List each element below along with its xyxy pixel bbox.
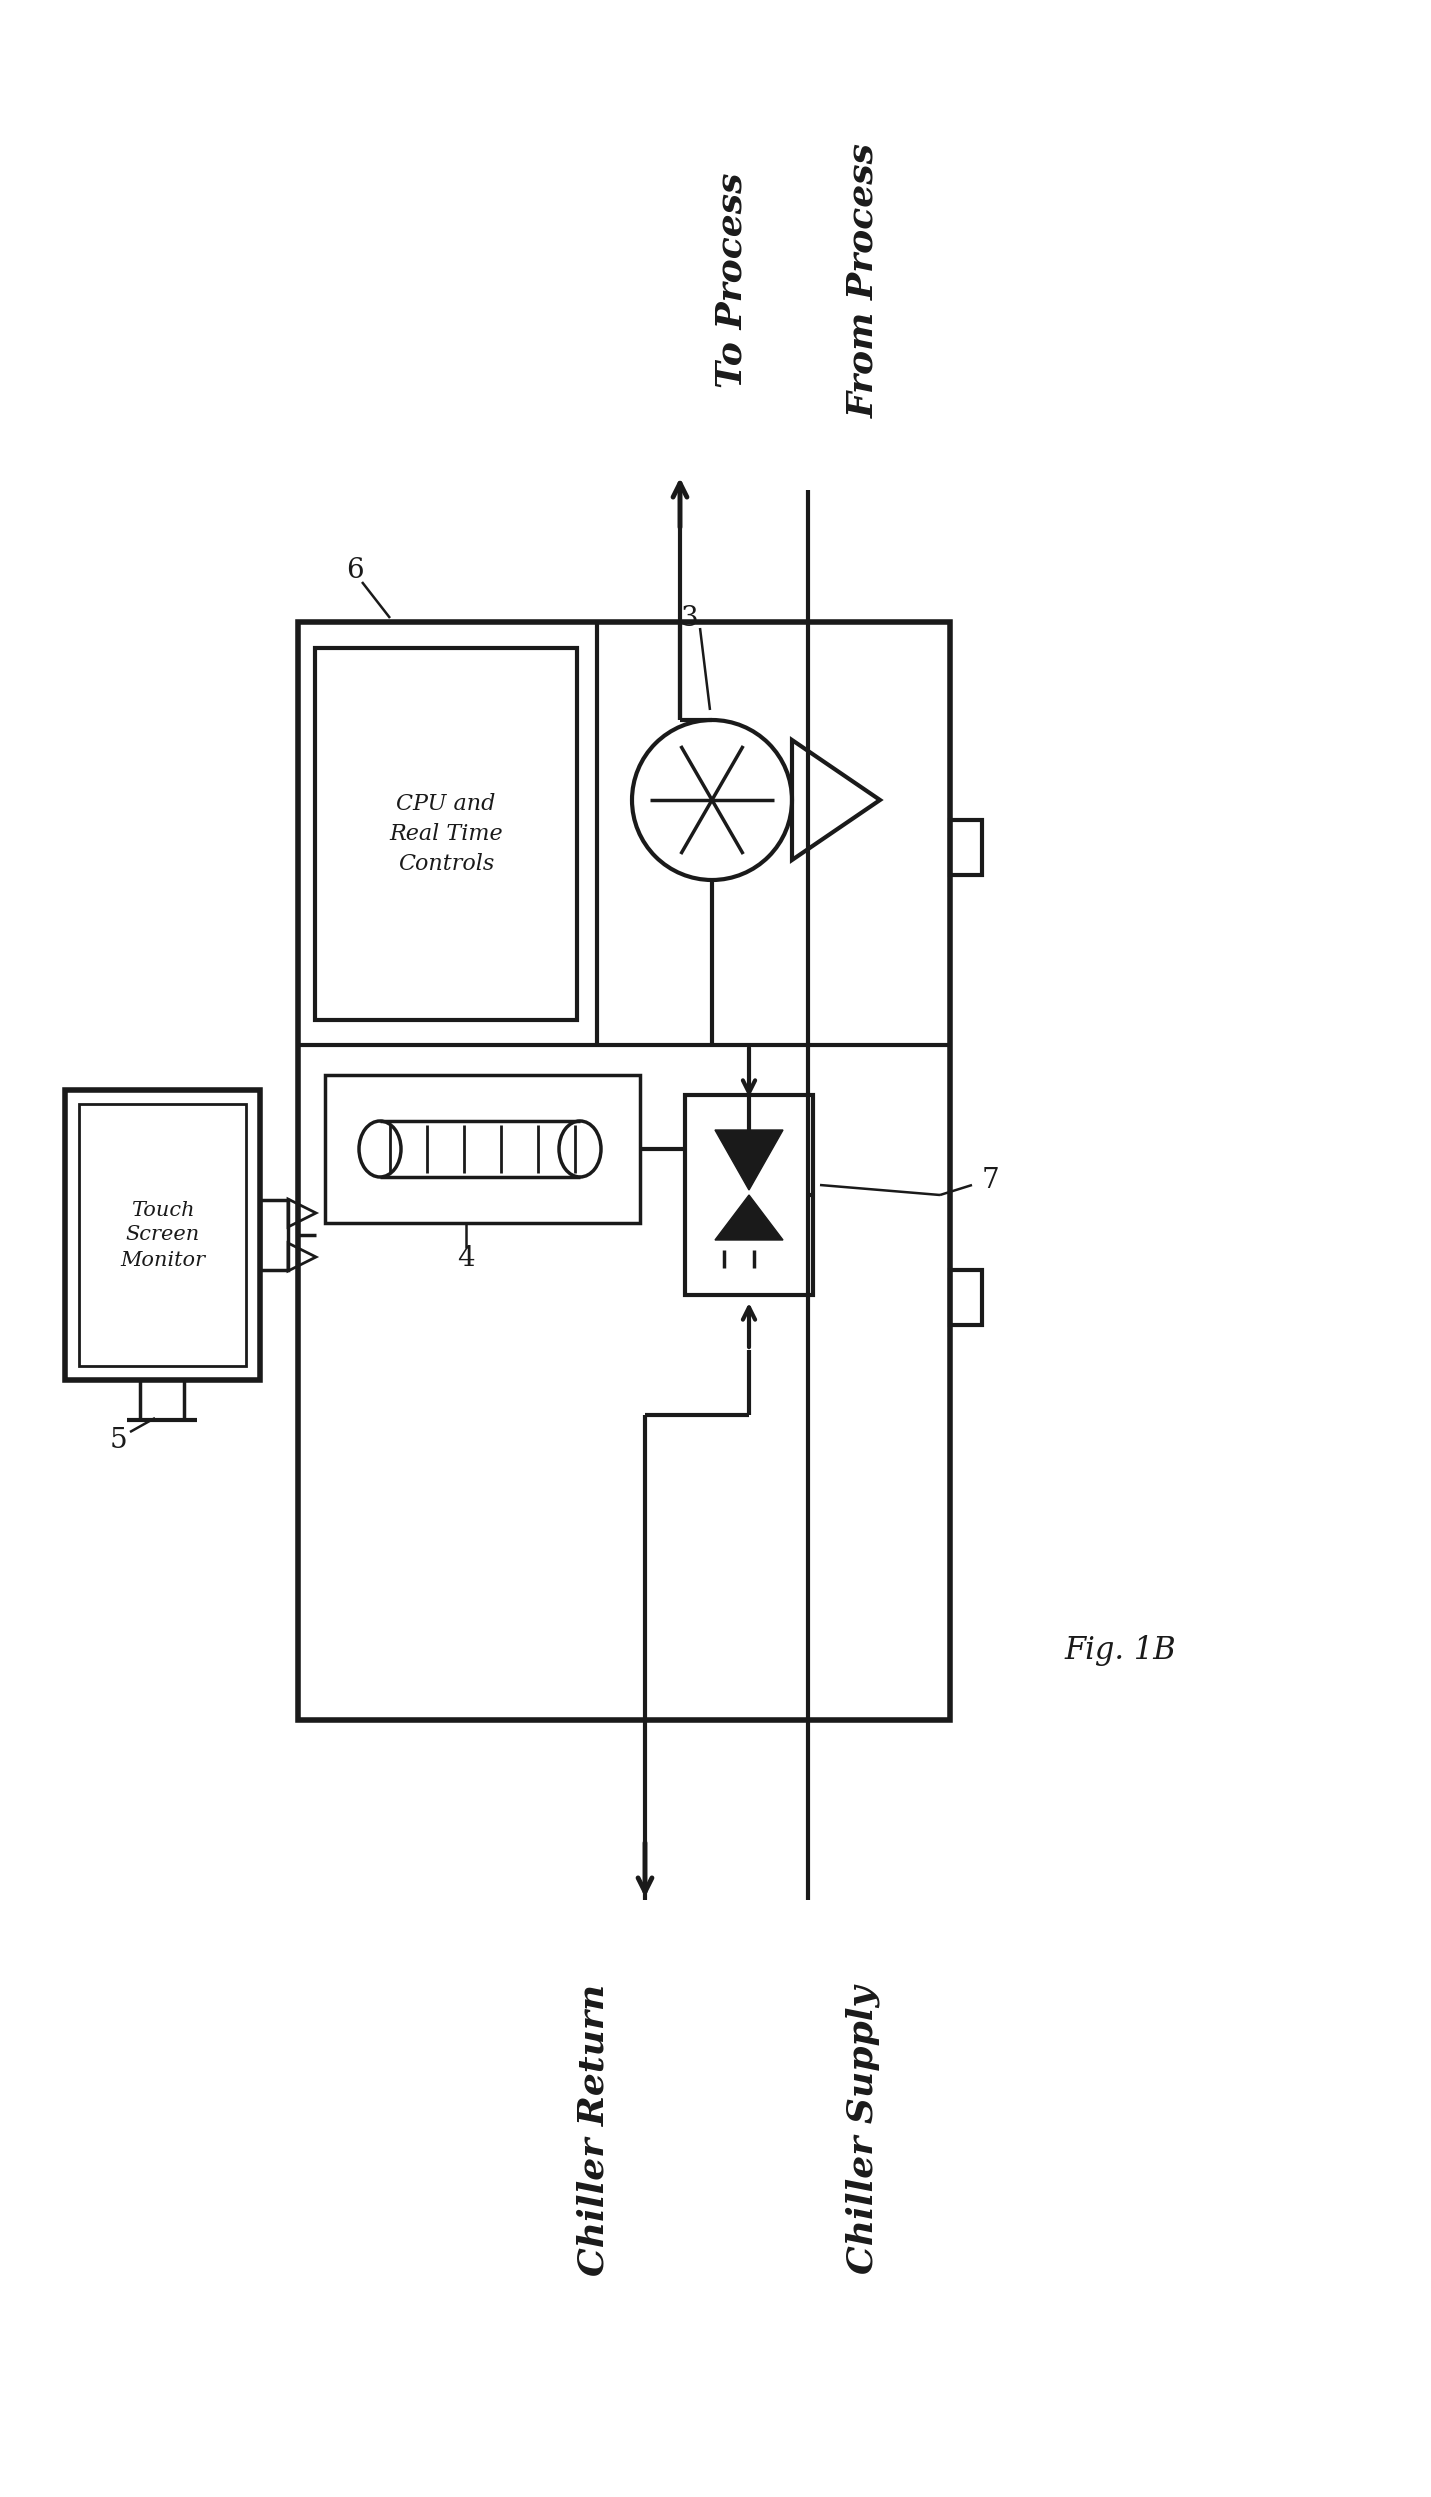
Bar: [64, 1091, 260, 1381]
Bar: [260, 1201, 288, 1271]
Text: CPU and
Real Time
Controls: CPU and Real Time Controls: [389, 792, 502, 876]
Text: 5: 5: [109, 1426, 127, 1453]
Text: Chiller Supply: Chiller Supply: [846, 1985, 880, 2275]
Bar: [950, 819, 982, 874]
Text: From Process: From Process: [846, 142, 880, 417]
Text: 6: 6: [346, 557, 363, 584]
Text: Touch
Screen
Monitor: Touch Screen Monitor: [120, 1201, 205, 1268]
Text: 4: 4: [456, 1244, 475, 1271]
Bar: [685, 1096, 813, 1296]
Bar: [325, 1076, 640, 1224]
Text: 3: 3: [681, 604, 698, 632]
Bar: [950, 1271, 982, 1326]
Polygon shape: [716, 1131, 783, 1191]
Text: To Process: To Process: [716, 172, 748, 387]
Bar: [298, 622, 950, 1720]
Text: 7: 7: [982, 1166, 999, 1194]
Bar: [315, 649, 577, 1019]
Bar: [79, 1104, 246, 1366]
Text: Fig. 1B: Fig. 1B: [1065, 1636, 1176, 1665]
Polygon shape: [716, 1196, 783, 1241]
Text: Chiller Return: Chiller Return: [577, 1985, 610, 2277]
